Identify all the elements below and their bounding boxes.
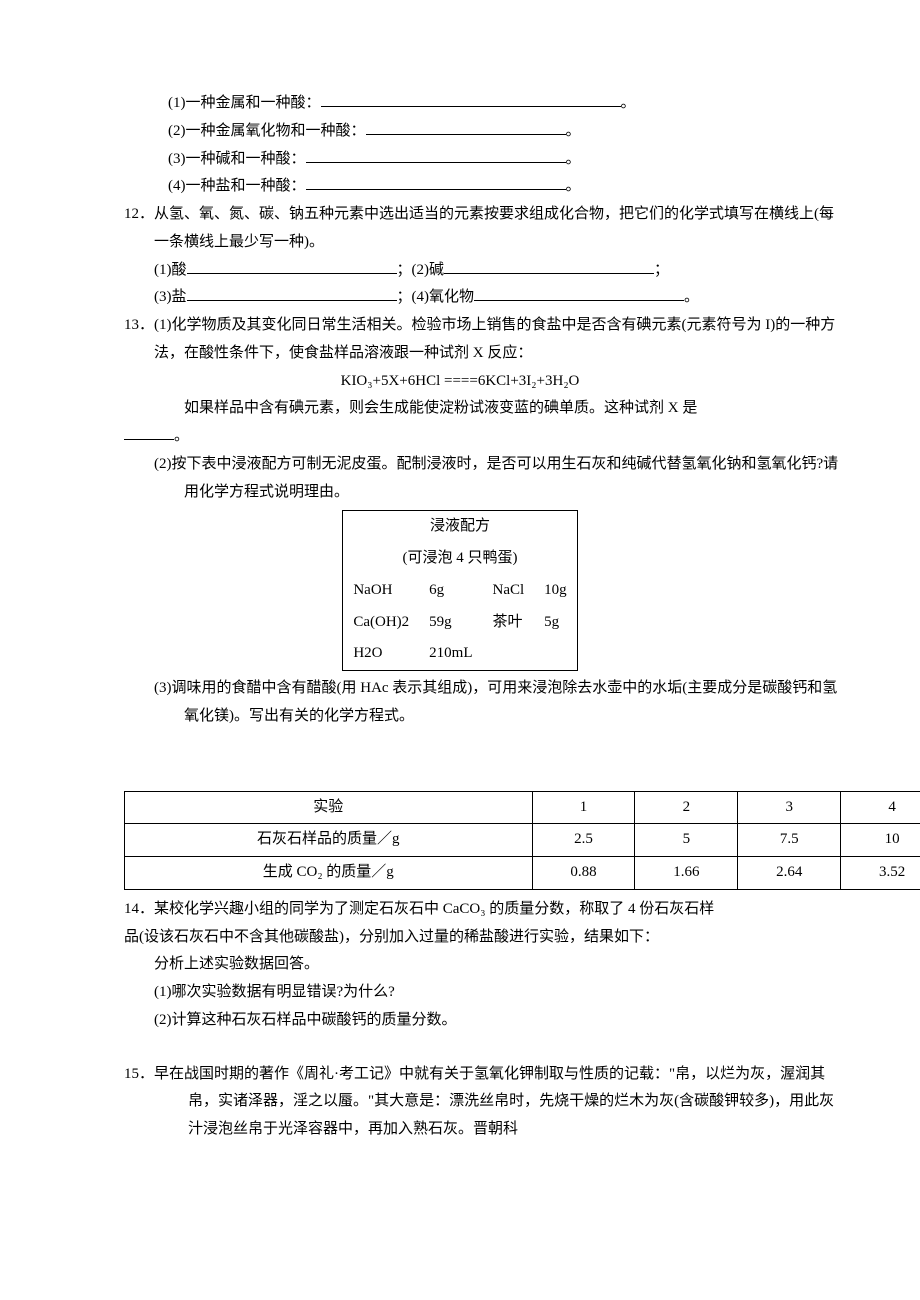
q11-label-2: (2)一种金属氧化物和一种酸： <box>168 123 366 139</box>
q14-stem-a: 14．某校化学兴趣小组的同学为了测定石灰石中 CaCO₃ 的质量分数，称取了 4… <box>80 896 840 924</box>
exp-r1c2: 1.66 <box>635 857 738 890</box>
q12-r2-b: ；(4)氧化物 <box>397 289 475 305</box>
q14-stem-a-text: 某校化学兴趣小组的同学为了测定石灰石中 CaCO₃ 的质量分数，称取了 4 份石… <box>154 901 714 917</box>
q13-p1-text: (1)化学物质及其变化同日常生活相关。检验市场上销售的食盐中是否含有碘元素(元素… <box>154 317 835 361</box>
q11-label-1: (1)一种金属和一种酸： <box>168 95 321 111</box>
q14-number: 14． <box>124 901 154 917</box>
q13-blank-tail: 。 <box>174 428 189 444</box>
q11-tail-4: 。 <box>566 178 581 194</box>
q12-row1: (1)酸 ；(2)碱 ； <box>80 257 840 285</box>
exp-r0c2: 5 <box>635 824 738 857</box>
exp-r1c4: 3.52 <box>841 857 920 890</box>
recipe-r0c1: 6g <box>419 575 482 607</box>
q15: 15．早在战国时期的著作《周礼·考工记》中就有关于氢氧化钾制取与性质的记载："帛… <box>80 1061 840 1144</box>
recipe-r1c2: 茶叶 <box>483 607 535 639</box>
q14-sub1: (1)哪次实验数据有明显错误?为什么? <box>80 979 840 1007</box>
exp-r1c0: 生成 CO₂ 的质量／g <box>125 857 533 890</box>
q11-tail-1: 。 <box>621 95 636 111</box>
q12-r2-c: 。 <box>684 289 699 305</box>
recipe-r2c0: H2O <box>343 638 419 670</box>
recipe-r2c2 <box>483 638 535 670</box>
recipe-r0c0: NaOH <box>343 575 419 607</box>
q11-item-3: (3)一种碱和一种酸： 。 <box>80 146 840 174</box>
q13-p1b-text: 如果样品中含有碘元素，则会生成能使淀粉试液变蓝的碘单质。这种试剂 X 是 <box>184 400 697 416</box>
exp-r1c1: 0.88 <box>532 857 635 890</box>
recipe-r2c1: 210mL <box>419 638 482 670</box>
q12-number: 12． <box>124 206 154 222</box>
recipe-r0c2: NaCl <box>483 575 535 607</box>
exp-r1c3: 2.64 <box>738 857 841 890</box>
recipe-title1: 浸液配方 <box>343 511 577 543</box>
q12-blank-3[interactable] <box>187 300 397 301</box>
q11-label-4: (4)一种盐和一种酸： <box>168 178 306 194</box>
q11-blank-2[interactable] <box>366 134 566 135</box>
recipe-r1c0: Ca(OH)2 <box>343 607 419 639</box>
q12-blank-1[interactable] <box>187 273 397 274</box>
q12-r1-b: ；(2)碱 <box>397 262 445 278</box>
q12-r2-a: (3)盐 <box>154 289 187 305</box>
recipe-r1c1: 59g <box>419 607 482 639</box>
q14-sub2: (2)计算这种石灰石样品中碳酸钙的质量分数。 <box>80 1007 840 1035</box>
q13-number: 13． <box>124 317 154 333</box>
q14-line2: 分析上述实验数据回答。 <box>80 951 840 979</box>
q12-r1-c: ； <box>654 262 669 278</box>
exp-r0c4: 10 <box>841 824 920 857</box>
q11-item-1: (1)一种金属和一种酸： 。 <box>80 90 840 118</box>
q13-p2: (2)按下表中浸液配方可制无泥皮蛋。配制浸液时，是否可以用生石灰和纯碱代替氢氧化… <box>80 451 840 507</box>
q13-p3: (3)调味用的食醋中含有醋酸(用 HAc 表示其组成)，可用来浸泡除去水壶中的水… <box>80 675 840 731</box>
q11-tail-3: 。 <box>566 151 581 167</box>
exp-h0: 实验 <box>125 791 533 824</box>
q13-p1: 13．(1)化学物质及其变化同日常生活相关。检验市场上销售的食盐中是否含有碘元素… <box>80 312 840 368</box>
q11-label-3: (3)一种碱和一种酸： <box>168 151 306 167</box>
exp-h4: 4 <box>841 791 920 824</box>
recipe-r1c3: 5g <box>534 607 577 639</box>
recipe-table: 浸液配方 (可浸泡 4 只鸭蛋) NaOH 6g NaCl 10g Ca(OH)… <box>342 510 577 671</box>
q12-stem-text: 从氢、氧、氮、碳、钠五种元素中选出适当的元素按要求组成化合物，把它们的化学式填写… <box>154 206 834 250</box>
q11-blank-1[interactable] <box>321 106 621 107</box>
q11-item-2: (2)一种金属氧化物和一种酸： 。 <box>80 118 840 146</box>
q12-blank-2[interactable] <box>444 273 654 274</box>
q15-number: 15． <box>124 1066 154 1082</box>
q13-blank-line: 。 <box>80 423 840 451</box>
exp-r0c3: 7.5 <box>738 824 841 857</box>
recipe-r2c3 <box>534 638 577 670</box>
experiment-table: 实验 1 2 3 4 石灰石样品的质量／g 2.5 5 7.5 10 生成 CO… <box>124 791 920 890</box>
q13-p1b: 如果样品中含有碘元素，则会生成能使淀粉试液变蓝的碘单质。这种试剂 X 是 <box>80 395 840 423</box>
recipe-r0c3: 10g <box>534 575 577 607</box>
q12-stem: 12．从氢、氧、氮、碳、钠五种元素中选出适当的元素按要求组成化合物，把它们的化学… <box>80 201 840 257</box>
q11-tail-2: 。 <box>566 123 581 139</box>
q11-blank-3[interactable] <box>306 162 566 163</box>
exp-r0c0: 石灰石样品的质量／g <box>125 824 533 857</box>
q14-stem-b: 品(设该石灰石中不含其他碳酸盐)，分别加入过量的稀盐酸进行实验，结果如下： <box>80 924 840 952</box>
q12-row2: (3)盐 ；(4)氧化物 。 <box>80 284 840 312</box>
q12-r1-a: (1)酸 <box>154 262 187 278</box>
q11-item-4: (4)一种盐和一种酸： 。 <box>80 173 840 201</box>
q12-blank-4[interactable] <box>474 300 684 301</box>
exp-h2: 2 <box>635 791 738 824</box>
q13-equation: KIO₃+5X+6HCl ====6KCl+3I₂+3H₂O <box>80 368 840 396</box>
q15-text: 早在战国时期的著作《周礼·考工记》中就有关于氢氧化钾制取与性质的记载："帛，以烂… <box>154 1066 834 1138</box>
exp-h3: 3 <box>738 791 841 824</box>
q13-x-blank[interactable] <box>124 439 174 440</box>
exp-r0c1: 2.5 <box>532 824 635 857</box>
q11-blank-4[interactable] <box>306 189 566 190</box>
exp-h1: 1 <box>532 791 635 824</box>
recipe-title2: (可浸泡 4 只鸭蛋) <box>343 543 577 575</box>
